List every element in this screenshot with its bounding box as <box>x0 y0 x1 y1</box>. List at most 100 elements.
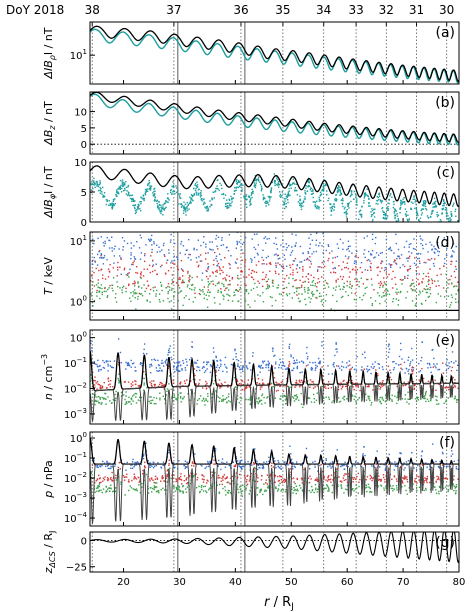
scatter-point-blue <box>276 254 279 257</box>
scatter-point-blue <box>399 342 402 345</box>
observed-point <box>93 182 96 184</box>
scatter-point-blue <box>180 243 182 245</box>
scatter-point-green <box>378 295 381 297</box>
scatter-point-green <box>309 301 311 303</box>
observed-point <box>206 209 209 212</box>
scatter-point-red <box>197 265 199 268</box>
scatter-point-blue <box>132 362 135 364</box>
observed-point <box>452 204 455 206</box>
scatter-point-green <box>219 483 221 486</box>
scatter-point-red <box>238 383 241 385</box>
scatter-point-green <box>151 399 154 401</box>
scatter-point-green <box>237 300 239 303</box>
scatter-point-green <box>316 392 319 394</box>
scatter-point-green <box>231 300 234 302</box>
observed-point <box>315 207 317 209</box>
scatter-point-red <box>368 385 370 388</box>
scatter-point-green <box>205 399 207 402</box>
observed-point <box>164 207 166 210</box>
scatter-point-green <box>241 495 244 497</box>
scatter-point-green <box>386 293 388 295</box>
scatter-point-green <box>163 489 166 491</box>
scatter-point-red <box>379 382 381 384</box>
scatter-point-red <box>161 476 163 478</box>
scatter-point-red <box>218 379 221 381</box>
scatter-point-blue <box>309 464 311 466</box>
scatter-point-green <box>135 292 138 295</box>
scatter-point-blue <box>288 244 290 247</box>
observed-point <box>240 184 243 186</box>
observed-point <box>277 183 280 185</box>
scatter-point-red <box>246 483 249 485</box>
observed-point <box>333 205 335 208</box>
scatter-point-blue <box>283 246 285 248</box>
scatter-point-blue <box>206 270 208 273</box>
scatter-point-green <box>114 297 117 299</box>
scatter-point-blue <box>273 355 275 357</box>
observed-point <box>328 197 330 200</box>
scatter-point-red <box>411 370 414 373</box>
scatter-point-blue <box>450 361 453 363</box>
scatter-point-green <box>265 490 268 492</box>
observed-point <box>226 199 228 201</box>
scatter-point-red <box>248 480 251 482</box>
observed-point <box>347 205 349 207</box>
scatter-point-red <box>109 385 112 388</box>
observed-point <box>417 219 420 221</box>
observed-point <box>199 194 202 196</box>
scatter-point-red <box>302 266 304 268</box>
observed-point <box>179 193 181 195</box>
scatter-point-green <box>358 285 360 288</box>
scatter-point-green <box>192 301 194 303</box>
observed-point <box>405 215 407 217</box>
scatter-point-red <box>144 461 146 464</box>
observed-point <box>348 207 350 209</box>
scatter-point-red <box>414 481 416 483</box>
observed-point <box>135 209 138 211</box>
scatter-point-red <box>289 264 291 266</box>
scatter-point-green <box>339 288 341 291</box>
scatter-point-blue <box>167 351 170 354</box>
scatter-point-green <box>256 401 259 403</box>
observed-point <box>133 207 136 209</box>
scatter-point-blue <box>287 464 289 466</box>
scatter-point-green <box>410 284 412 287</box>
scatter-point-red <box>380 386 382 389</box>
scatter-point-green <box>285 396 287 398</box>
scatter-point-green <box>179 489 181 492</box>
scatter-point-blue <box>393 469 396 471</box>
scatter-point-red <box>266 284 269 286</box>
scatter-point-green <box>98 287 101 289</box>
scatter-point-red <box>154 383 156 386</box>
scatter-point-blue <box>180 268 183 270</box>
observed-point <box>180 203 182 205</box>
observed-point <box>245 195 247 198</box>
scatter-point-green <box>106 288 109 291</box>
observed-point <box>335 197 337 200</box>
observed-point <box>138 204 140 207</box>
scatter-point-red <box>186 379 188 381</box>
observed-point <box>442 203 445 205</box>
scatter-point-blue <box>305 447 308 450</box>
scatter-point-blue <box>239 466 242 468</box>
scatter-point-green <box>105 398 107 400</box>
scatter-point-blue <box>93 256 95 259</box>
scatter-point-red <box>178 278 180 280</box>
scatter-point-green <box>371 491 373 493</box>
observed-point <box>173 185 175 188</box>
scatter-point-blue <box>127 364 130 366</box>
scatter-point-blue <box>177 365 179 367</box>
scatter-point-red <box>202 387 204 389</box>
scatter-point-blue <box>142 457 145 460</box>
scatter-point-green <box>171 282 173 285</box>
scatter-point-red <box>263 278 265 281</box>
scatter-point-blue <box>102 359 104 362</box>
observed-point <box>230 202 232 205</box>
scatter-point-green <box>207 489 210 491</box>
scatter-point-red <box>241 259 243 261</box>
scatter-point-blue <box>178 369 180 372</box>
scatter-point-blue <box>311 369 313 371</box>
scatter-point-green <box>324 279 326 282</box>
scatter-point-red <box>149 478 151 480</box>
observed-point <box>403 196 405 199</box>
